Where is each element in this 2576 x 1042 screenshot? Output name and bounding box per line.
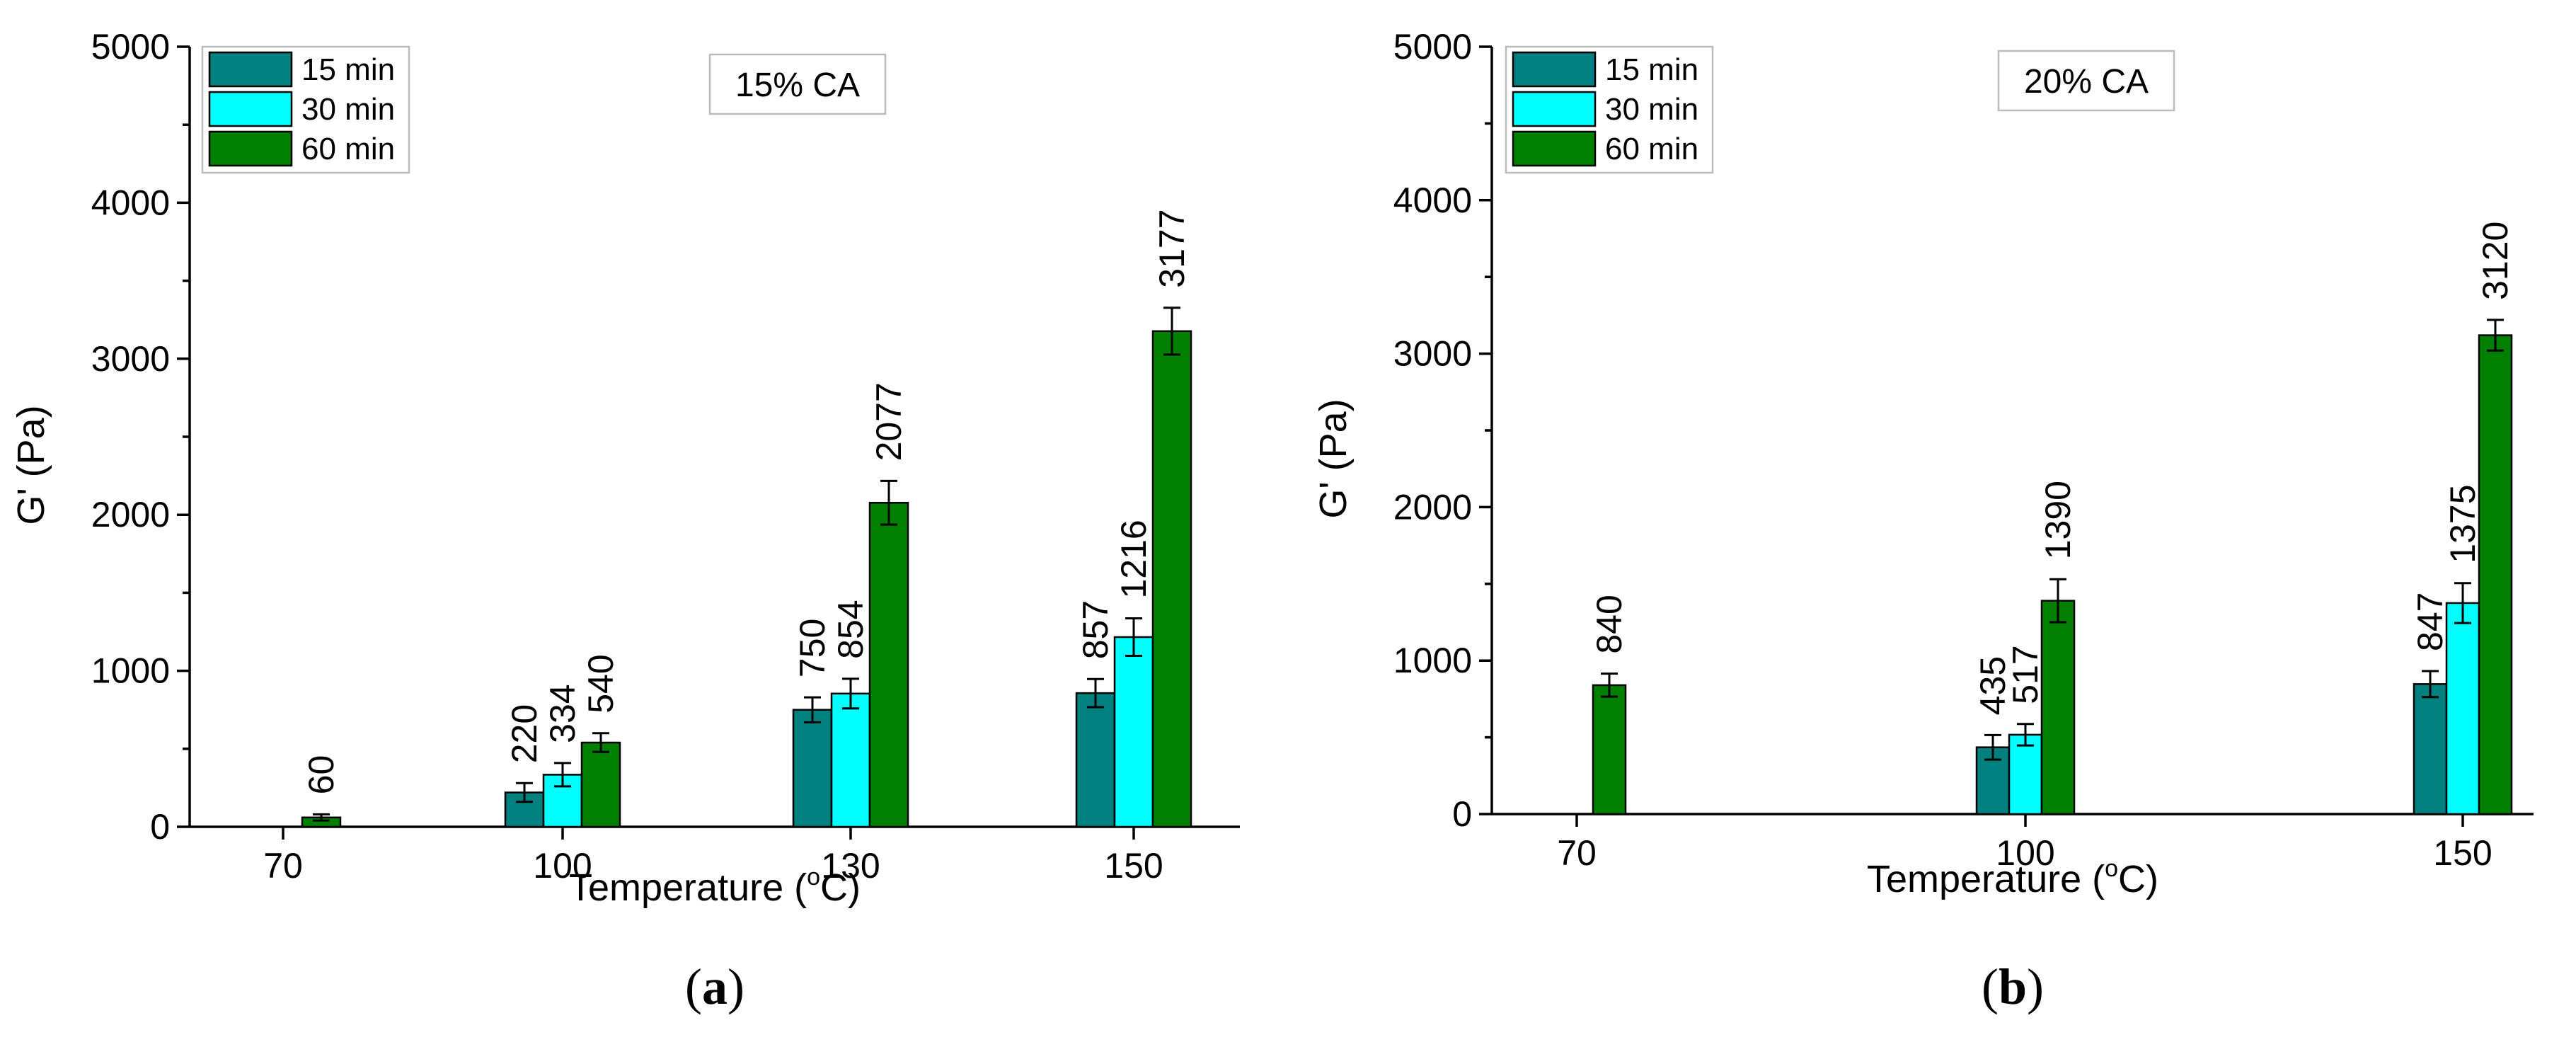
panel-label: (b) [1982, 958, 2044, 1015]
legend-label: 30 min [1605, 92, 1698, 127]
legend: 15 min 30 min 60 min [201, 45, 410, 174]
legend-label: 60 min [301, 132, 395, 166]
bar-60-min [2478, 334, 2513, 815]
y-tick-label: 2000 [91, 495, 170, 534]
y-tick-label: 0 [150, 807, 170, 847]
data-label: 1216 [1114, 520, 1154, 598]
x-tick-label: 150 [1104, 846, 1163, 886]
legend-swatch [208, 130, 293, 167]
data-label: 220 [505, 704, 544, 763]
x-tick-label: 150 [2433, 833, 2492, 873]
bar-30-min [830, 692, 871, 828]
data-label: 847 [2410, 592, 2450, 651]
legend-swatch [208, 51, 293, 88]
x-axis-title-text: Temperature ( [569, 866, 807, 909]
x-tick-label: 130 [821, 846, 880, 886]
degree-symbol: o [2105, 855, 2118, 882]
x-tick-label: 70 [1557, 833, 1597, 873]
bar-15-min [792, 709, 833, 828]
y-axis-title: G' (Pa) [1312, 399, 1355, 518]
bar-30-min [1113, 636, 1154, 828]
legend-swatch [208, 91, 293, 127]
bar-15-min [2413, 683, 2448, 815]
data-label: 1375 [2443, 484, 2483, 563]
bar-60-min [868, 501, 909, 828]
legend-label: 30 min [301, 92, 395, 127]
panel-letter: b [1999, 958, 2027, 1015]
legend-swatch [1512, 130, 1597, 167]
data-label: 750 [793, 619, 832, 677]
legend-swatch [1512, 91, 1597, 127]
x-axis-title-unit: C) [820, 866, 861, 909]
data-label: 854 [831, 600, 870, 658]
legend-label: 15 min [1605, 52, 1698, 87]
y-tick-label: 3000 [91, 339, 170, 379]
degree-symbol: o [807, 864, 820, 891]
x-axis-title: Temperature (oC) [569, 864, 861, 909]
panel-paren-open: ( [685, 958, 702, 1015]
panel-letter: a [702, 958, 728, 1015]
legend-label: 60 min [1605, 132, 1698, 166]
y-tick-label: 5000 [91, 27, 170, 67]
panel-paren-close: ) [2027, 958, 2044, 1015]
bar-60-min [580, 741, 621, 828]
y-tick-label: 3000 [1393, 334, 1472, 374]
data-label: 435 [1973, 656, 2013, 715]
condition-box [708, 53, 887, 115]
y-tick-label: 4000 [1393, 181, 1472, 220]
bar-30-min [2008, 733, 2043, 815]
panel-label: (a) [685, 958, 744, 1015]
bar-60-min [2040, 600, 2076, 815]
x-axis-title: Temperature (oC) [1867, 855, 2158, 900]
x-axis-title-unit: C) [2118, 858, 2158, 900]
y-tick-label: 1000 [91, 651, 170, 691]
legend-swatch [1512, 51, 1597, 88]
panel-paren-close: ) [728, 958, 744, 1015]
y-axis-title: G' (Pa) [10, 405, 52, 525]
data-label: 840 [1589, 595, 1629, 653]
condition-label: 20% CA [2024, 63, 2149, 101]
x-tick-label: 100 [533, 846, 592, 886]
panel-b: 0 1000 2000 3000 4000 5000 70 100 150 435 847 517 13… [1312, 27, 2534, 1015]
condition-label: 15% CA [735, 67, 860, 104]
y-tick-label: 0 [1452, 794, 1472, 834]
panel-paren-open: ( [1982, 958, 1999, 1015]
bar-60-min [1151, 330, 1192, 828]
y-tick-label: 4000 [91, 183, 170, 222]
y-tick-label: 5000 [1393, 27, 1472, 67]
legend: 15 min 30 min 60 min [1505, 45, 1714, 174]
data-label: 334 [543, 684, 582, 743]
data-label: 857 [1076, 600, 1115, 659]
data-label: 3120 [2476, 222, 2515, 300]
bar-30-min [2445, 602, 2480, 815]
data-label: 540 [581, 654, 621, 713]
bar-60-min [1592, 684, 1627, 815]
x-axis-title-text: Temperature ( [1867, 858, 2105, 900]
y-tick-label: 2000 [1393, 487, 1472, 527]
data-label: 1390 [2038, 481, 2078, 559]
x-tick-label: 70 [263, 846, 303, 886]
data-label: 517 [2006, 645, 2045, 704]
legend-label: 15 min [301, 52, 395, 87]
condition-box [1997, 50, 2175, 112]
bar-15-min [1075, 692, 1116, 828]
data-label: 3177 [1152, 209, 1192, 287]
data-label: 2077 [869, 382, 909, 461]
y-tick-label: 1000 [1393, 641, 1472, 680]
x-tick-label: 100 [1996, 833, 2054, 873]
data-label: 60 [301, 755, 341, 795]
